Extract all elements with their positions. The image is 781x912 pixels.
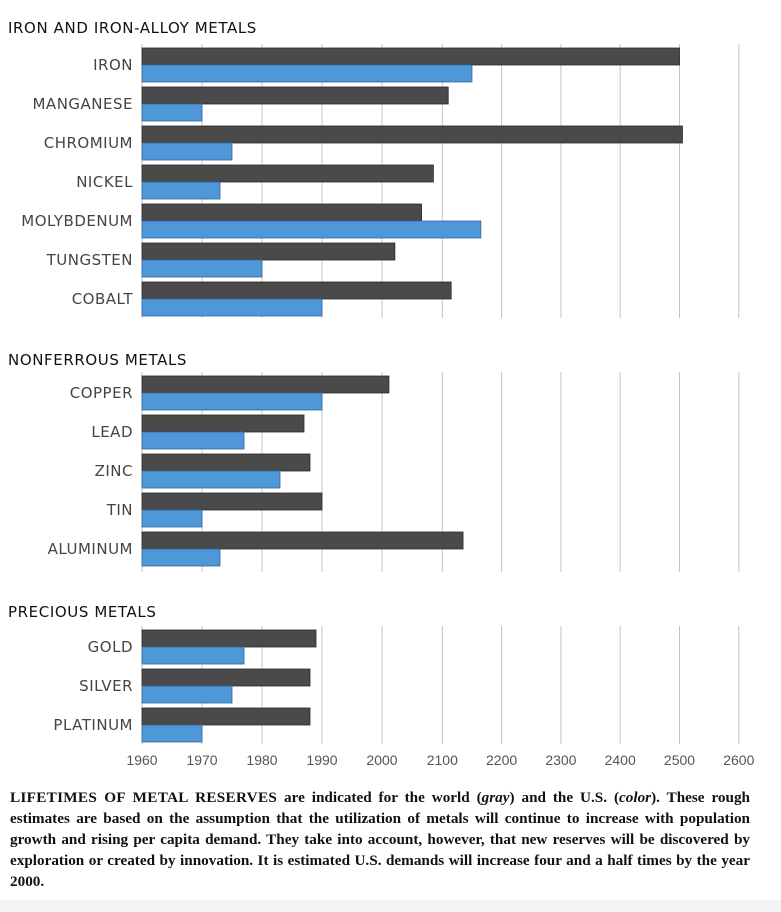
category-label: CHROMIUM — [44, 134, 133, 152]
category-label: ZINC — [95, 462, 133, 480]
caption-gray-word: gray — [481, 789, 510, 806]
bar-world — [141, 125, 683, 144]
metal-reserves-chart: IRON AND IRON-ALLOY METALS IRON MANGANESE C… — [8, 19, 755, 768]
category-label: COPPER — [70, 384, 133, 402]
section-title: NONFERROUS METALS — [8, 351, 187, 369]
figure-caption: LIFETIMES OF METAL RESERVES are indicate… — [10, 787, 750, 892]
x-tick-label: 1960 — [126, 752, 157, 768]
bar-world — [141, 281, 452, 300]
bar-us — [141, 181, 221, 200]
x-tick-label: 2100 — [427, 752, 458, 768]
bar-world — [141, 86, 449, 105]
bar-world — [141, 164, 434, 183]
category-label: PLATINUM — [53, 716, 133, 734]
x-tick-label: 1980 — [246, 752, 277, 768]
section-title: PRECIOUS METALS — [8, 603, 156, 621]
bar-us — [141, 509, 203, 528]
caption-part3: ). These rough estimates are based on th… — [10, 789, 750, 890]
bar-us — [141, 470, 281, 489]
x-tick-label: 2300 — [545, 752, 576, 768]
x-tick-label: 2400 — [605, 752, 636, 768]
category-label: LEAD — [91, 423, 133, 441]
bar-world — [141, 242, 396, 261]
bar-us — [141, 220, 482, 239]
x-tick-label: 2500 — [664, 752, 695, 768]
caption-lead: LIFETIMES OF METAL RESERVES — [10, 789, 278, 806]
bar-world — [141, 531, 464, 550]
bar-world — [141, 203, 422, 222]
category-label: IRON — [93, 56, 133, 74]
category-label: MOLYBDENUM — [21, 212, 133, 230]
bar-us — [141, 103, 203, 122]
x-tick-label: 2200 — [486, 752, 517, 768]
bar-world — [141, 375, 390, 394]
section-title: IRON AND IRON-ALLOY METALS — [8, 19, 257, 37]
x-tick-label: 1970 — [186, 752, 217, 768]
category-label: COBALT — [72, 290, 134, 308]
x-tick-label: 2000 — [366, 752, 397, 768]
caption-color-word: color — [619, 789, 652, 806]
bar-us — [141, 548, 221, 567]
bar-us — [141, 259, 263, 278]
bar-us — [141, 392, 323, 411]
bar-world — [141, 707, 311, 726]
category-label: MANGANESE — [32, 95, 133, 113]
category-label: ALUMINUM — [48, 540, 133, 558]
bar-world — [141, 668, 311, 687]
bar-us — [141, 685, 233, 704]
x-tick-label: 2600 — [723, 752, 754, 768]
caption-part1: are indicated for the world ( — [277, 789, 482, 806]
category-label: TIN — [106, 501, 133, 519]
bar-world — [141, 47, 680, 66]
bar-world — [141, 629, 317, 648]
caption-part2: ) and the U.S. ( — [509, 789, 620, 806]
bar-us — [141, 142, 233, 161]
bar-us — [141, 724, 203, 743]
bar-us — [141, 431, 245, 450]
category-label: NICKEL — [76, 173, 133, 191]
x-tick-label: 1990 — [306, 752, 337, 768]
category-label: GOLD — [88, 638, 133, 656]
bar-world — [141, 414, 305, 433]
category-label: SILVER — [79, 677, 133, 695]
bar-us — [141, 298, 323, 317]
bar-world — [141, 492, 323, 511]
bar-us — [141, 646, 245, 665]
page-footer-strip — [0, 900, 781, 912]
bar-world — [141, 453, 311, 472]
bar-us — [141, 64, 473, 83]
category-label: TUNGSTEN — [46, 251, 133, 269]
